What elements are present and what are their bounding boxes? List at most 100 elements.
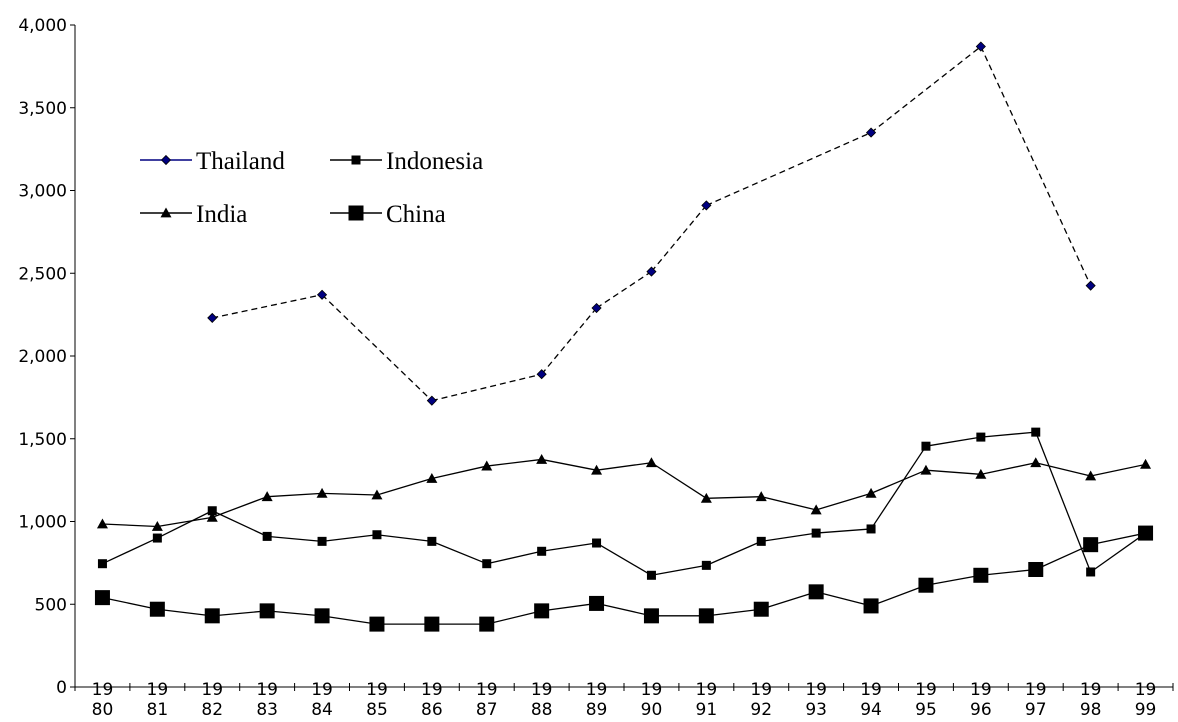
china-point xyxy=(808,584,824,600)
indonesia-line-segment xyxy=(486,550,542,565)
india-point xyxy=(481,460,493,471)
indonesia-line-segment xyxy=(925,436,981,447)
india-point xyxy=(645,457,657,468)
india-line-segment xyxy=(322,492,377,496)
china-line-segment xyxy=(870,584,927,607)
india-line-segment xyxy=(212,496,268,518)
indonesia-line-segment xyxy=(706,540,762,566)
thailand-line-segment xyxy=(870,46,982,134)
thailand-line-segment xyxy=(980,46,1092,286)
china-line-segment xyxy=(706,608,762,617)
indonesia-point xyxy=(152,533,162,543)
legend-label: India xyxy=(196,201,247,228)
indonesia-point xyxy=(811,528,821,538)
x-tick-label: 19 88 xyxy=(531,680,553,720)
x-tick-label: 19 98 xyxy=(1080,680,1102,720)
china-line-segment xyxy=(212,610,268,617)
legend-label: Thailand xyxy=(196,148,285,175)
x-tick-label: 19 87 xyxy=(476,680,498,720)
legend-label: China xyxy=(386,201,446,228)
x-tick-label: 19 89 xyxy=(586,680,608,720)
legend: Thailand Indonesia India China xyxy=(140,148,483,228)
x-tick-label: 19 94 xyxy=(860,680,882,720)
indonesia-line-segment xyxy=(651,564,707,576)
indonesia-line-segment xyxy=(980,431,1036,438)
china-line-segment xyxy=(1035,544,1091,571)
india-line-segment xyxy=(102,523,158,528)
x-tick-label: 19 86 xyxy=(421,680,443,720)
y-tick-label: 0 xyxy=(56,678,67,698)
x-tick-label: 19 84 xyxy=(311,680,333,720)
indonesia-point xyxy=(482,559,492,569)
china-point xyxy=(149,601,165,617)
thailand-point xyxy=(591,302,602,314)
india-point xyxy=(316,487,328,498)
y-tick-label: 1,500 xyxy=(18,430,67,450)
x-tick-label: 19 97 xyxy=(1025,680,1047,720)
indonesia-point xyxy=(756,536,766,546)
indonesia-point xyxy=(1031,427,1041,437)
china-line-segment xyxy=(157,608,213,617)
india-line-segment xyxy=(651,462,707,499)
india-line-segment xyxy=(761,496,817,511)
x-tick-label: 19 83 xyxy=(256,680,278,720)
indonesia-point xyxy=(1086,567,1096,577)
indonesia-point xyxy=(537,546,547,556)
indonesia-line-segment xyxy=(1090,532,1146,573)
india-point xyxy=(920,464,932,475)
india-point xyxy=(810,504,822,515)
indonesia-line-segment xyxy=(761,532,817,543)
legend-swatch-marker xyxy=(351,155,361,165)
indonesia-line-segment xyxy=(870,445,927,530)
y-tick-label: 3,000 xyxy=(18,182,67,202)
thailand-line-segment xyxy=(650,204,707,273)
china-point xyxy=(1138,525,1154,541)
india-line-segment xyxy=(541,458,597,471)
x-tick-label: 19 85 xyxy=(366,680,388,720)
china-point xyxy=(424,616,440,632)
china-point xyxy=(314,608,330,624)
india-line-segment xyxy=(870,469,927,494)
thailand-point xyxy=(207,312,218,324)
indonesia-point xyxy=(646,570,656,580)
china-line-segment xyxy=(1090,532,1146,546)
china-point xyxy=(863,598,879,614)
china-point xyxy=(753,601,769,617)
thailand-point xyxy=(316,289,328,300)
indonesia-line-segment xyxy=(376,534,432,543)
india-point xyxy=(151,520,163,531)
y-tick-label: 3,500 xyxy=(18,99,67,119)
indonesia-line-segment xyxy=(431,540,487,565)
x-tick-label: 19 99 xyxy=(1135,680,1157,720)
china-point xyxy=(534,603,550,619)
y-tick-label: 4,000 xyxy=(18,16,67,36)
thailand-line-segment xyxy=(212,294,323,319)
china-point xyxy=(1083,537,1099,553)
indonesia-point xyxy=(921,441,931,451)
india-line-segment xyxy=(376,477,433,496)
china-line-segment xyxy=(486,610,542,625)
thailand-point xyxy=(646,266,657,277)
china-point xyxy=(973,567,989,583)
india-line-segment xyxy=(486,458,542,467)
china-line-segment xyxy=(596,602,652,617)
indonesia-line-segment xyxy=(1035,431,1092,573)
x-tick-label: 19 95 xyxy=(915,680,937,720)
series-lines xyxy=(102,46,1146,625)
china-point xyxy=(698,608,714,624)
china-point xyxy=(479,616,495,632)
y-axis-ticks: 0 500 1,000 1,500 2,000 2,500 3,000 3,500 4,000 xyxy=(18,16,75,698)
y-tick-label: 2,500 xyxy=(18,264,67,284)
india-point xyxy=(1085,470,1097,481)
indonesia-line-segment xyxy=(267,535,323,543)
x-tick-label: 19 90 xyxy=(641,680,663,720)
x-tick-label: 19 92 xyxy=(750,680,772,720)
india-point xyxy=(865,487,877,498)
legend-swatch-marker xyxy=(160,154,172,166)
x-tick-label: 19 82 xyxy=(201,680,223,720)
india-point xyxy=(1030,457,1042,468)
indonesia-line-segment xyxy=(102,537,158,565)
legend-label: Indonesia xyxy=(386,148,483,175)
china-point xyxy=(204,608,220,624)
